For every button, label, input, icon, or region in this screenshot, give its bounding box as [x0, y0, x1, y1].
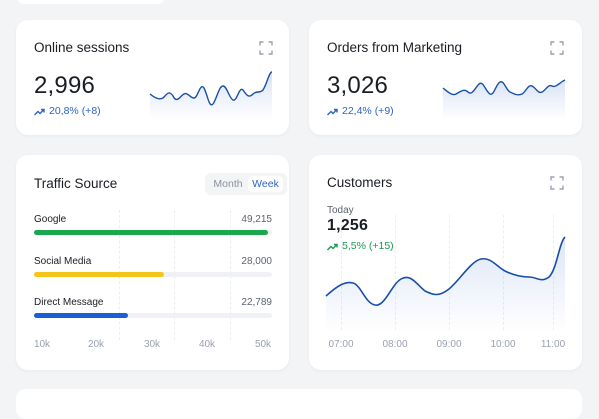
customers-delta-text: 5,5% (+15) [342, 240, 394, 252]
top-card-partial [16, 0, 166, 4]
bottom-card-partial [16, 389, 582, 419]
expand-icon[interactable] [259, 41, 273, 55]
customers-card: Customers Today 1,256 5,5% (+15) 07:00 0… [309, 155, 582, 370]
trend-up-icon [327, 108, 338, 116]
x-tick-label: 09:00 [436, 339, 462, 350]
orders-marketing-delta-text: 22,4% (+9) [342, 105, 394, 117]
bar-label-direct-message: Direct Message [34, 297, 104, 308]
bar-value-social-media: 28,000 [241, 256, 272, 267]
orders-marketing-title: Orders from Marketing [327, 40, 463, 55]
customers-line-chart [325, 236, 566, 333]
online-sessions-sparkline [149, 71, 273, 120]
toggle-month[interactable]: Month [213, 178, 243, 190]
x-tick-label: 10:00 [490, 339, 516, 350]
traffic-source-title: Traffic Source [34, 176, 118, 191]
online-sessions-delta: 20,8% (+8) [34, 105, 101, 117]
bar-fill-direct-message [34, 313, 128, 318]
customers-delta: 5,5% (+15) [327, 240, 394, 252]
customers-period: Today [327, 205, 354, 216]
grid-line [341, 215, 342, 330]
bar-fill-social-media [34, 272, 164, 277]
trend-up-icon [327, 243, 338, 251]
customers-title: Customers [327, 175, 393, 190]
online-sessions-value: 2,996 [34, 72, 96, 99]
grid-line [449, 215, 450, 330]
trend-up-icon [34, 108, 45, 116]
bar-label-social-media: Social Media [34, 256, 92, 267]
axis-label: 10k [33, 339, 51, 350]
x-tick-label: 11:00 [540, 339, 566, 350]
bar-value-google: 49,215 [241, 214, 272, 225]
bar-track-google [34, 230, 272, 235]
period-toggle: Month Week [205, 173, 287, 195]
bar-value-direct-message: 22,789 [241, 297, 272, 308]
x-tick-label: 07:00 [328, 339, 354, 350]
axis-label: 50k [254, 339, 272, 350]
toggle-week[interactable]: Week [248, 176, 283, 192]
expand-icon[interactable] [550, 176, 564, 190]
bar-track-social-media [34, 272, 272, 277]
orders-marketing-sparkline [442, 79, 566, 120]
expand-icon[interactable] [550, 41, 564, 55]
axis-label: 30k [143, 339, 161, 350]
orders-marketing-value: 3,026 [327, 72, 389, 99]
traffic-source-card: Traffic Source Month Week Google 49,215 … [16, 155, 289, 370]
online-sessions-card: Online sessions 2,996 20,8% (+8) [16, 20, 289, 135]
axis-label: 20k [87, 339, 105, 350]
orders-marketing-card: Orders from Marketing 3,026 22,4% (+9) [309, 20, 582, 135]
bar-track-direct-message [34, 313, 272, 318]
grid-line [395, 215, 396, 330]
customers-value: 1,256 [327, 217, 369, 234]
axis-label: 40k [198, 339, 216, 350]
bar-label-google: Google [34, 214, 67, 225]
x-tick-label: 08:00 [382, 339, 408, 350]
online-sessions-delta-text: 20,8% (+8) [49, 105, 101, 117]
online-sessions-title: Online sessions [34, 40, 130, 55]
orders-marketing-delta: 22,4% (+9) [327, 105, 394, 117]
bar-fill-google [34, 230, 269, 235]
